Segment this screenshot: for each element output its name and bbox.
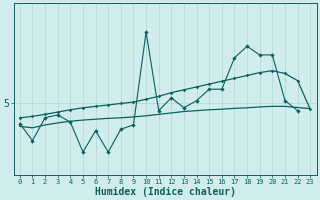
X-axis label: Humidex (Indice chaleur): Humidex (Indice chaleur) [94,186,236,197]
